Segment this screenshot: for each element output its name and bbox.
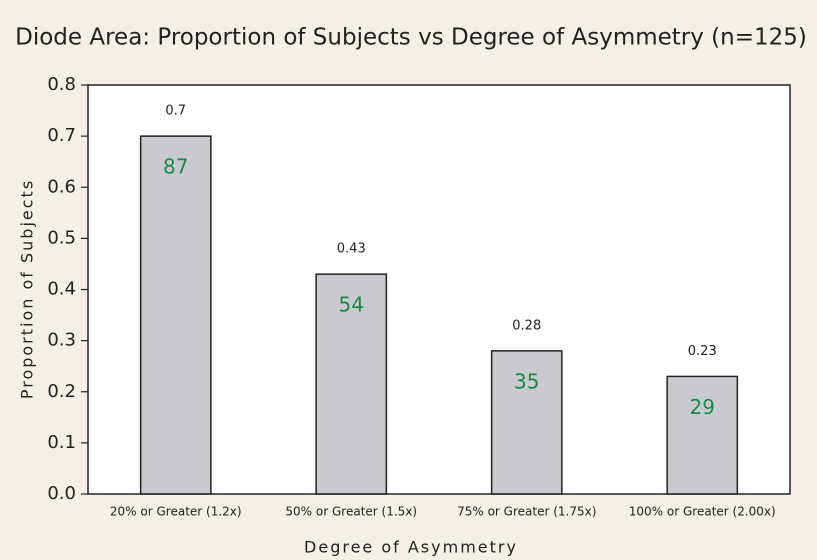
y-tick-label: 0.3: [47, 330, 76, 351]
y-tick-label: 0.5: [47, 227, 76, 248]
y-tick-label: 0.1: [47, 432, 76, 453]
x-tick-label: 100% or Greater (2.00x): [629, 505, 776, 519]
x-tick-label: 75% or Greater (1.75x): [457, 505, 596, 519]
y-axis-label: Proportion of Subjects: [18, 179, 37, 399]
count-label: 87: [163, 155, 188, 179]
data-label: 0.23: [688, 344, 717, 359]
chart-title: Diode Area: Proportion of Subjects vs De…: [15, 25, 807, 51]
y-tick-label: 0.8: [47, 74, 76, 95]
y-tick-label: 0.0: [47, 483, 76, 504]
x-tick-label: 50% or Greater (1.5x): [285, 505, 417, 519]
count-label: 35: [514, 369, 539, 393]
data-label: 0.43: [337, 242, 366, 257]
y-tick-label: 0.7: [47, 125, 76, 146]
bar: [139, 135, 212, 495]
data-label: 0.28: [512, 318, 541, 333]
x-axis-label: Degree of Asymmetry: [304, 538, 518, 557]
x-tick-label: 20% or Greater (1.2x): [110, 505, 242, 519]
bar: [490, 350, 563, 495]
y-tick-label: 0.6: [47, 176, 76, 197]
bar: [315, 273, 388, 495]
count-label: 54: [339, 293, 364, 317]
bar: [666, 375, 739, 495]
y-tick-label: 0.4: [47, 279, 76, 300]
data-label: 0.7: [165, 104, 186, 119]
y-tick-label: 0.2: [47, 381, 76, 402]
count-label: 29: [690, 395, 715, 419]
